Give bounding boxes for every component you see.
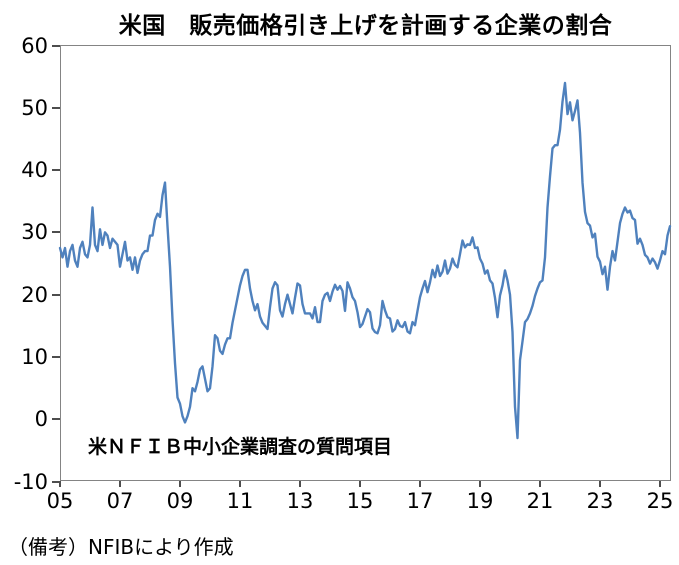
x-axis-tick [599, 481, 601, 487]
x-axis-label: 19 [466, 489, 494, 513]
x-axis-label: 05 [46, 489, 74, 513]
x-axis-tick [359, 481, 361, 487]
x-axis-tick [539, 481, 541, 487]
chart-annotation: 米ＮＦＩＢ中小企業調査の質問項目 [88, 436, 393, 458]
y-axis-tick [52, 44, 60, 47]
y-axis-tick [52, 293, 60, 296]
x-axis-label: 23 [586, 489, 614, 513]
x-axis-label: 11 [226, 489, 254, 513]
x-axis-label: 07 [106, 489, 134, 513]
y-axis-tick [52, 480, 60, 483]
x-axis-tick [59, 481, 61, 487]
y-axis-tick [52, 106, 60, 109]
y-axis-tick [52, 169, 60, 172]
y-axis-label: 30 [21, 220, 48, 245]
chart-title: 米国 販売価格引き上げを計画する企業の割合 [118, 13, 613, 39]
x-axis-label: 17 [406, 489, 434, 513]
y-axis-label: -10 [13, 469, 48, 494]
y-axis-label: 20 [21, 282, 48, 307]
price-plans-line [58, 81, 672, 440]
x-axis-label: 21 [526, 489, 554, 513]
y-axis-label: 60 [21, 33, 48, 58]
source-note: （備考）NFIBにより作成 [8, 535, 234, 559]
x-axis-tick [479, 481, 481, 487]
y-axis-label: 0 [34, 407, 48, 432]
x-axis-tick [179, 481, 181, 487]
y-axis-tick [52, 356, 60, 358]
x-axis-tick [119, 481, 121, 487]
x-axis-tick [239, 481, 241, 487]
y-axis-label: 50 [21, 95, 48, 120]
x-axis-label: 25 [646, 489, 674, 513]
x-axis-tick [299, 481, 301, 487]
y-axis-tick [52, 231, 60, 234]
y-axis-label: 40 [21, 158, 48, 183]
y-axis-tick [52, 418, 60, 421]
plot-area [60, 45, 671, 481]
x-axis-label: 13 [286, 489, 314, 513]
x-axis-label: 09 [166, 489, 194, 513]
y-axis-label: 10 [21, 345, 48, 369]
x-axis-tick [419, 481, 421, 487]
x-axis-label: 15 [346, 489, 374, 513]
x-axis-tick [659, 481, 661, 487]
